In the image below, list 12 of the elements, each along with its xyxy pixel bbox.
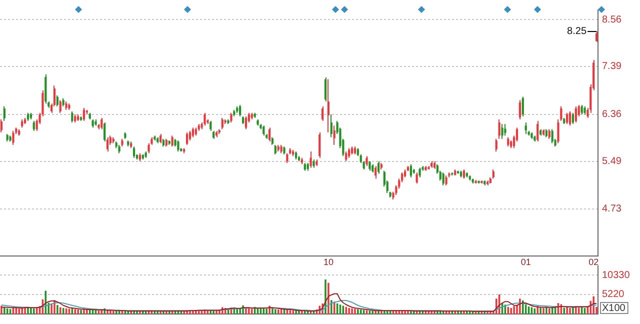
x-tick-label: 02 — [588, 256, 599, 267]
text: X100 — [602, 302, 626, 314]
y-tick-label: 8.56 — [602, 14, 622, 26]
y-tick-label: 5.49 — [602, 156, 622, 168]
y-tick-label: 7.39 — [602, 61, 622, 72]
annotation: 8.25 — [567, 26, 587, 38]
x-tick-label: 01 — [520, 256, 531, 267]
y-tick-label: 5220 — [602, 289, 625, 300]
y-tick-label: 4.73 — [602, 204, 622, 215]
y-tick-label: 10330 — [602, 270, 630, 281]
y-tick-label: 6.36 — [602, 109, 622, 120]
x-tick-label: 10 — [323, 256, 334, 267]
